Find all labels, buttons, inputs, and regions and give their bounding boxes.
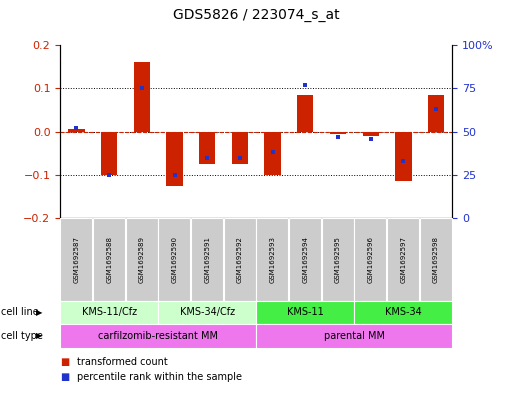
Text: percentile rank within the sample: percentile rank within the sample (77, 372, 242, 382)
Text: GSM1692597: GSM1692597 (401, 236, 406, 283)
Bar (199, 132, 215, 164)
Text: GSM1692590: GSM1692590 (172, 236, 177, 283)
Text: GSM1692587: GSM1692587 (74, 236, 79, 283)
Bar (297, 95, 313, 132)
Bar (69, 129, 85, 132)
Text: GSM1692593: GSM1692593 (270, 236, 276, 283)
Text: GSM1692598: GSM1692598 (433, 236, 439, 283)
Text: ■: ■ (60, 372, 70, 382)
Bar (362, 132, 379, 136)
Text: carfilzomib-resistant MM: carfilzomib-resistant MM (98, 331, 218, 341)
Text: ■: ■ (60, 356, 70, 367)
Bar (330, 132, 346, 134)
Text: KMS-11/Cfz: KMS-11/Cfz (82, 307, 137, 318)
Text: cell line: cell line (1, 307, 39, 318)
Bar (232, 132, 248, 164)
Text: GSM1692589: GSM1692589 (139, 236, 145, 283)
Text: ▶: ▶ (36, 308, 42, 317)
Bar (395, 132, 412, 181)
Text: GDS5826 / 223074_s_at: GDS5826 / 223074_s_at (173, 7, 339, 22)
Bar (166, 132, 183, 185)
Text: GSM1692595: GSM1692595 (335, 236, 341, 283)
Text: GSM1692594: GSM1692594 (302, 236, 308, 283)
Text: GSM1692588: GSM1692588 (106, 236, 112, 283)
Text: KMS-11: KMS-11 (287, 307, 324, 318)
Text: cell type: cell type (1, 331, 43, 341)
Text: KMS-34: KMS-34 (385, 307, 422, 318)
Text: parental MM: parental MM (324, 331, 385, 341)
Text: GSM1692591: GSM1692591 (204, 236, 210, 283)
Bar (101, 132, 117, 175)
Text: KMS-34/Cfz: KMS-34/Cfz (180, 307, 235, 318)
Text: ▶: ▶ (36, 332, 42, 340)
Bar (428, 95, 444, 132)
Text: GSM1692592: GSM1692592 (237, 236, 243, 283)
Text: GSM1692596: GSM1692596 (368, 236, 373, 283)
Bar (134, 62, 150, 132)
Text: transformed count: transformed count (77, 356, 168, 367)
Bar (265, 132, 281, 175)
